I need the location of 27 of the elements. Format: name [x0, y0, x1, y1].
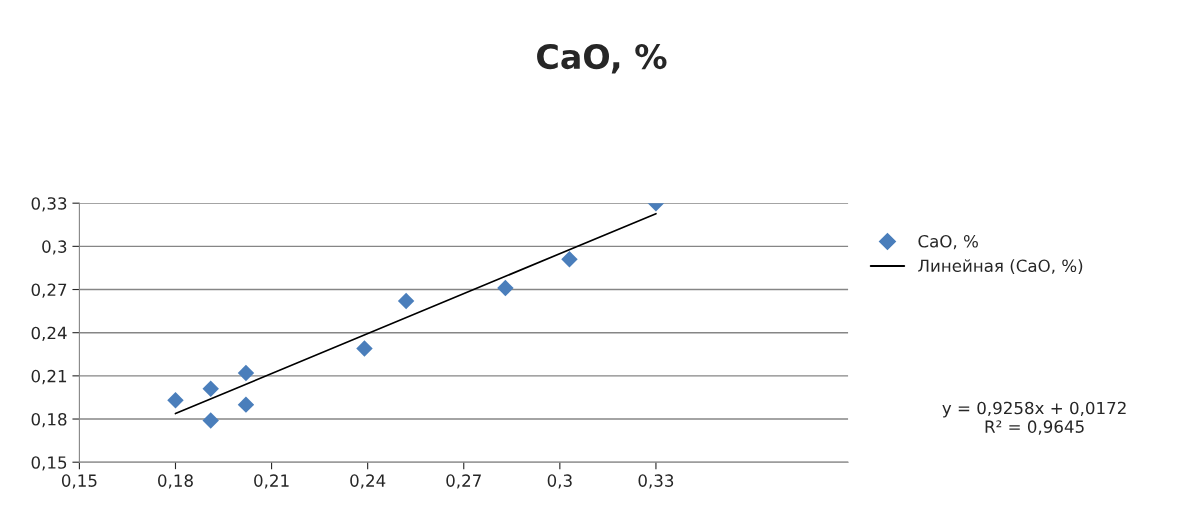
text: y = 0,9258x + 0,0172 R² = 0,9645 — [942, 401, 1126, 435]
point — [497, 279, 514, 297]
legend-label: CaO, % — [918, 234, 978, 250]
y-tick-label: 0,33 — [31, 197, 67, 212]
y-tick-label: 0,18 — [31, 412, 67, 428]
point — [202, 380, 219, 398]
x-tick-label: 0,27 — [446, 474, 481, 489]
y-tick-label: 0,3 — [42, 240, 67, 255]
y-tick-label: 0,15 — [31, 456, 67, 471]
x-tick-label: 0,24 — [350, 474, 386, 489]
legend-label: Линейная (CaO, %) — [918, 259, 1083, 275]
point — [202, 412, 219, 429]
x-tick-label: 0,15 — [61, 474, 97, 489]
point — [167, 392, 184, 409]
y-tick-label: 0,24 — [31, 326, 67, 341]
chart-title: CaO, % — [537, 43, 667, 74]
y-tick-label: 0,21 — [31, 369, 67, 385]
y-tick-label: 0,27 — [31, 283, 67, 298]
x-tick-label: 0,18 — [158, 474, 193, 489]
x-tick-label: 0,3 — [547, 474, 572, 489]
point — [397, 292, 415, 310]
point — [237, 396, 255, 413]
point — [356, 340, 373, 357]
x-tick-label: 0,21 — [254, 474, 289, 489]
point — [561, 251, 578, 268]
point — [237, 364, 255, 382]
x-tick-label: 0,33 — [638, 474, 674, 489]
